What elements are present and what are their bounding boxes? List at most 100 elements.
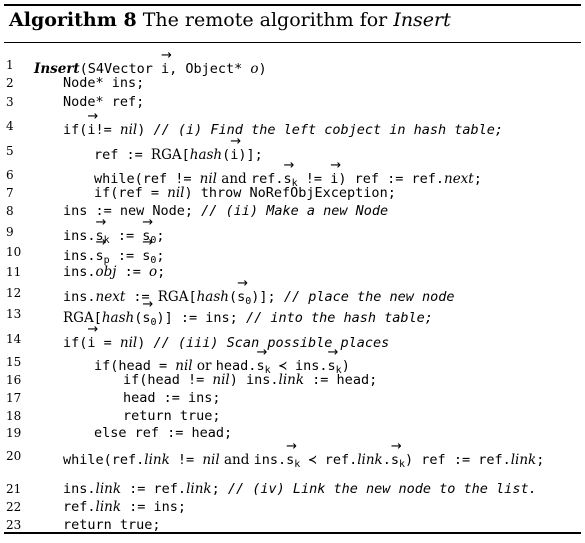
line-number: 7 xyxy=(6,186,14,200)
code-token: RGA xyxy=(157,289,189,305)
code-token: ref := xyxy=(94,147,151,163)
code-token: ( xyxy=(222,147,231,163)
line-number: 22 xyxy=(6,500,22,514)
line-number: 15 xyxy=(6,355,22,369)
code-text: Node* ref; xyxy=(63,92,144,112)
code-token: := head; xyxy=(304,372,378,388)
code-text: ref := RGA[hash(i)]; xyxy=(94,132,263,165)
vector-symbol: s xyxy=(237,274,248,307)
code-text: head := ins; xyxy=(123,388,221,408)
code-token: ins. xyxy=(253,452,287,468)
code-text: ins.next := RGA[hash(s0)]; // place the … xyxy=(63,274,455,312)
code-token: != xyxy=(297,171,331,187)
code-token: nil xyxy=(119,335,138,351)
code-token: ) xyxy=(258,61,267,77)
vector-symbol: s xyxy=(142,295,153,328)
code-token: while(ref. xyxy=(63,452,145,468)
line-number: 8 xyxy=(6,204,14,218)
code-token: := xyxy=(109,248,143,264)
line-number: 14 xyxy=(6,332,22,346)
code-token: nil xyxy=(175,358,193,374)
caption-rule xyxy=(4,42,581,43)
bottom-rule xyxy=(4,532,581,534)
code-token: else ref := head; xyxy=(94,425,233,441)
code-token: k xyxy=(399,459,406,470)
code-token: hash xyxy=(101,310,135,326)
top-rule xyxy=(4,4,581,6)
line-number: 23 xyxy=(6,518,22,532)
code-text: ins := new Node; // (ii) Make a new Node xyxy=(63,201,388,221)
code-token: , Object* xyxy=(169,61,251,77)
vector-symbol: s xyxy=(142,233,153,266)
code-token: != xyxy=(95,122,120,138)
vector-symbol: s xyxy=(328,343,339,376)
code-text: ref.link := ins; xyxy=(63,497,186,517)
code-token: if( xyxy=(63,335,88,351)
code-token: . xyxy=(382,452,391,468)
code-token: )]; xyxy=(238,147,263,163)
code-text: if(ref = nil) throw NoRefObjException; xyxy=(94,183,396,203)
code-token: link xyxy=(144,452,170,468)
code-token: and xyxy=(219,452,254,468)
code-token: ref. xyxy=(63,499,96,515)
vector-symbol: i xyxy=(161,46,172,79)
line-number: 10 xyxy=(6,245,22,259)
code-token: nil xyxy=(212,372,230,388)
code-token: o xyxy=(149,264,158,280)
line-number: 19 xyxy=(6,426,22,440)
code-text: if(head != nil) ins.link := head; xyxy=(123,370,377,390)
code-text: if(head = nil or head.sk ≺ ins.sk) xyxy=(94,343,350,381)
code-text: Insert(S4Vector i, Object* o) xyxy=(34,46,267,79)
line-number: 16 xyxy=(6,373,22,387)
code-token: if( xyxy=(63,122,88,138)
vector-symbol: i xyxy=(87,320,98,353)
code-token: if(head = xyxy=(94,358,176,374)
code-token: [ xyxy=(188,289,197,305)
code-token: [ xyxy=(93,310,102,326)
caption-function-name: Insert xyxy=(393,9,451,31)
code-comment: // into the hash table; xyxy=(245,310,433,326)
code-token: ( xyxy=(228,289,238,305)
code-token: ( xyxy=(134,310,143,326)
code-token: (S4Vector xyxy=(79,61,161,77)
code-token: k xyxy=(291,178,298,189)
code-token: or xyxy=(192,358,216,374)
code-token: return true; xyxy=(63,517,161,533)
line-number: 11 xyxy=(6,265,22,279)
code-token: = xyxy=(95,335,120,351)
code-token: ; xyxy=(211,481,228,497)
code-token: ≺ ref. xyxy=(300,452,358,468)
code-token: ins := new Node; xyxy=(63,203,202,219)
vector-symbol: i xyxy=(230,132,241,165)
code-comment: // place the new node xyxy=(283,289,455,305)
code-token: link xyxy=(186,481,212,497)
line-number: 13 xyxy=(6,307,22,321)
line-number: 5 xyxy=(6,144,14,158)
code-token: ; xyxy=(536,452,545,468)
line-number: 9 xyxy=(6,225,14,239)
code-comment: // (iv) Link the new node to the list. xyxy=(227,481,537,497)
vector-symbol: s xyxy=(284,156,295,189)
code-token: p xyxy=(103,255,110,266)
code-text: else ref := head; xyxy=(94,423,232,443)
code-token: ; xyxy=(157,264,166,280)
line-number: 17 xyxy=(6,391,22,405)
code-token: ins. xyxy=(63,228,96,244)
code-text: if(i!= nil) // (i) Find the left cobject… xyxy=(63,107,503,140)
line-number: 4 xyxy=(6,119,14,133)
code-token: 0 xyxy=(150,255,157,266)
code-token: ins. xyxy=(63,248,96,264)
line-number: 12 xyxy=(6,286,22,300)
code-text: RGA[hash(s0)] := ins; // into the hash t… xyxy=(63,295,433,333)
code-text: while(ref != nil and ref.sk != i) ref :=… xyxy=(94,156,482,194)
code-token: k xyxy=(335,365,342,376)
line-number: 21 xyxy=(6,482,22,496)
vector-symbol: i xyxy=(87,107,98,140)
code-text: if(i = nil) // (iii) Scan possible place… xyxy=(63,320,389,353)
code-token: ; xyxy=(156,248,165,264)
code-token: ins. xyxy=(63,264,96,280)
code-token: ) xyxy=(341,358,350,374)
code-text: ins.link := ref.link; // (iv) Link the n… xyxy=(63,479,537,499)
code-token: 0 xyxy=(150,235,157,246)
